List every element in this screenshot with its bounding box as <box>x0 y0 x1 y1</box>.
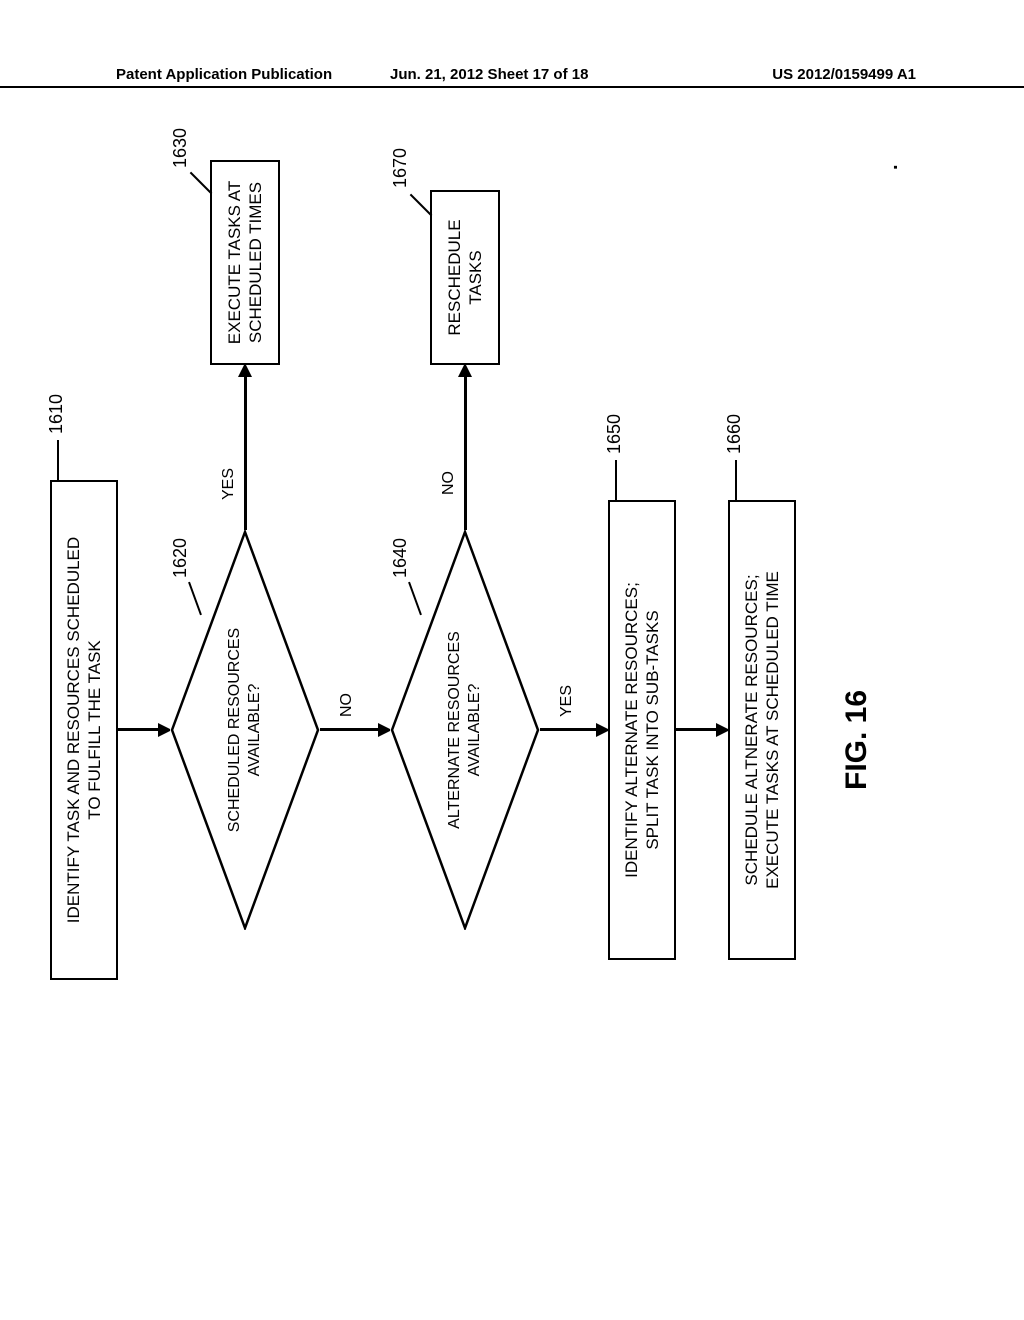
edge-1640-yes: YES <box>558 685 576 717</box>
leader-1610 <box>57 440 59 480</box>
edge-1640-1650 <box>540 728 598 731</box>
leader-1630 <box>190 172 213 195</box>
edge-1610-1620 <box>118 728 160 731</box>
node-1670: RESCHEDULE TASKS <box>430 190 500 365</box>
ref-1650: 1650 <box>604 414 625 454</box>
header-left: Patent Application Publication <box>116 66 332 83</box>
leader-1650 <box>615 460 617 500</box>
stray-mark: . <box>880 164 903 170</box>
ref-1610: 1610 <box>46 394 67 434</box>
node-1660-label: SCHEDULE ALTNERATE RESOURCES; EXECUTE TA… <box>741 571 784 889</box>
flowchart-figure: IDENTIFY TASK AND RESOURCES SCHEDULED TO… <box>70 220 970 1020</box>
edge-1620-no: NO <box>338 693 356 717</box>
node-1630-label: EXECUTE TASKS AT SCHEDULED TIMES <box>224 181 267 344</box>
node-1630: EXECUTE TASKS AT SCHEDULED TIMES <box>210 160 280 365</box>
ref-1670: 1670 <box>390 148 411 188</box>
edge-1620-yes: YES <box>220 468 238 500</box>
edge-1640-no: NO <box>440 471 458 495</box>
node-1660: SCHEDULE ALTNERATE RESOURCES; EXECUTE TA… <box>728 500 796 960</box>
node-1670-label: RESCHEDULE TASKS <box>444 219 487 335</box>
leader-1670 <box>410 194 433 217</box>
leader-1660 <box>735 460 737 500</box>
edge-1620-1640 <box>320 728 380 731</box>
edge-1620-1630 <box>244 375 247 530</box>
ref-1630: 1630 <box>170 128 191 168</box>
node-1650: IDENTIFY ALTERNATE RESOURCES; SPLIT TASK… <box>608 500 676 960</box>
edge-1650-1660 <box>676 728 718 731</box>
edge-1640-1670 <box>464 375 467 530</box>
edge-1620-1630-head <box>238 363 252 377</box>
figure-caption: FIG. 16 <box>840 690 874 790</box>
header-right: US 2012/0159499 A1 <box>772 66 916 83</box>
ref-1640: 1640 <box>390 538 411 578</box>
page-header: Patent Application Publication Jun. 21, … <box>0 86 1024 110</box>
node-1650-label: IDENTIFY ALTERNATE RESOURCES; SPLIT TASK… <box>621 582 664 878</box>
edge-1640-1670-head <box>458 363 472 377</box>
ref-1660: 1660 <box>724 414 745 454</box>
ref-1620: 1620 <box>170 538 191 578</box>
node-1610-label: IDENTIFY TASK AND RESOURCES SCHEDULED TO… <box>63 537 106 923</box>
header-mid: Jun. 21, 2012 Sheet 17 of 18 <box>390 66 588 83</box>
node-1610: IDENTIFY TASK AND RESOURCES SCHEDULED TO… <box>50 480 118 980</box>
